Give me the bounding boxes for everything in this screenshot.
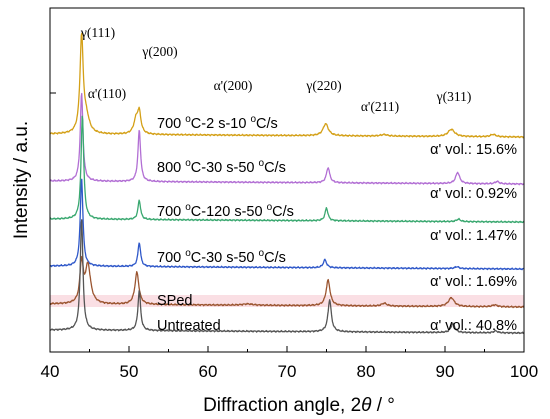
x-tick-label: 50 <box>120 362 139 381</box>
series-label: 800 oC-30 s-50 oC/s <box>157 158 286 176</box>
annotations-group: γ(111) γ(200) α'(110) α'(200) γ(220) α'(211) γ… <box>80 25 517 334</box>
volume-fraction-label: α' vol.: 40.8% <box>430 318 517 334</box>
series-label: 700 oC-2 s-10 oC/s <box>157 114 278 132</box>
series-line-800-c-30-s-50-c-s <box>49 92 525 186</box>
x-tick-label: 40 <box>41 362 60 381</box>
peak-label: α'(200) <box>214 78 253 93</box>
peak-label: γ(311) <box>436 89 472 104</box>
series-line-700-c-30-s-50-c-s <box>49 178 525 271</box>
peak-label: γ(220) <box>305 78 341 93</box>
x-tick-label: 100 <box>510 362 538 381</box>
series-line-700-c-2-s-10-c-s <box>49 32 525 139</box>
traces-group <box>49 32 525 335</box>
y-axis-title: Intensity / a.u. <box>11 121 32 239</box>
volume-fraction-label: α' vol.: 15.6% <box>430 142 517 158</box>
series-label: Untreated <box>157 318 221 334</box>
x-tick-label: 90 <box>436 362 455 381</box>
peak-label: γ(200) <box>141 44 177 59</box>
volume-fraction-label: α' vol.: 0.92% <box>430 186 517 202</box>
series-label: 700 oC-120 s-50 oC/s <box>157 202 294 220</box>
series-line-sped <box>49 255 525 309</box>
axes-group: 40 50 60 70 80 90 100 Diffraction angle, 2θ / °… <box>11 7 538 416</box>
x-tick-label: 70 <box>278 362 297 381</box>
series-line-untreated <box>49 219 525 335</box>
volume-fraction-label: α' vol.: 1.69% <box>430 274 517 290</box>
series-label: SPed <box>157 293 192 309</box>
peak-label: α'(110) <box>88 86 126 101</box>
peak-label: α'(211) <box>361 99 399 114</box>
series-label: 700 oC-30 s-50 oC/s <box>157 248 286 266</box>
x-tick-label: 80 <box>357 362 376 381</box>
peak-label: γ(111) <box>80 25 115 40</box>
volume-fraction-label: α' vol.: 1.47% <box>430 228 517 244</box>
x-axis-title: Diffraction angle, 2θ / ° <box>203 395 395 416</box>
x-tick-label: 60 <box>199 362 218 381</box>
series-line-700-c-120-s-50-c-s <box>49 115 525 224</box>
